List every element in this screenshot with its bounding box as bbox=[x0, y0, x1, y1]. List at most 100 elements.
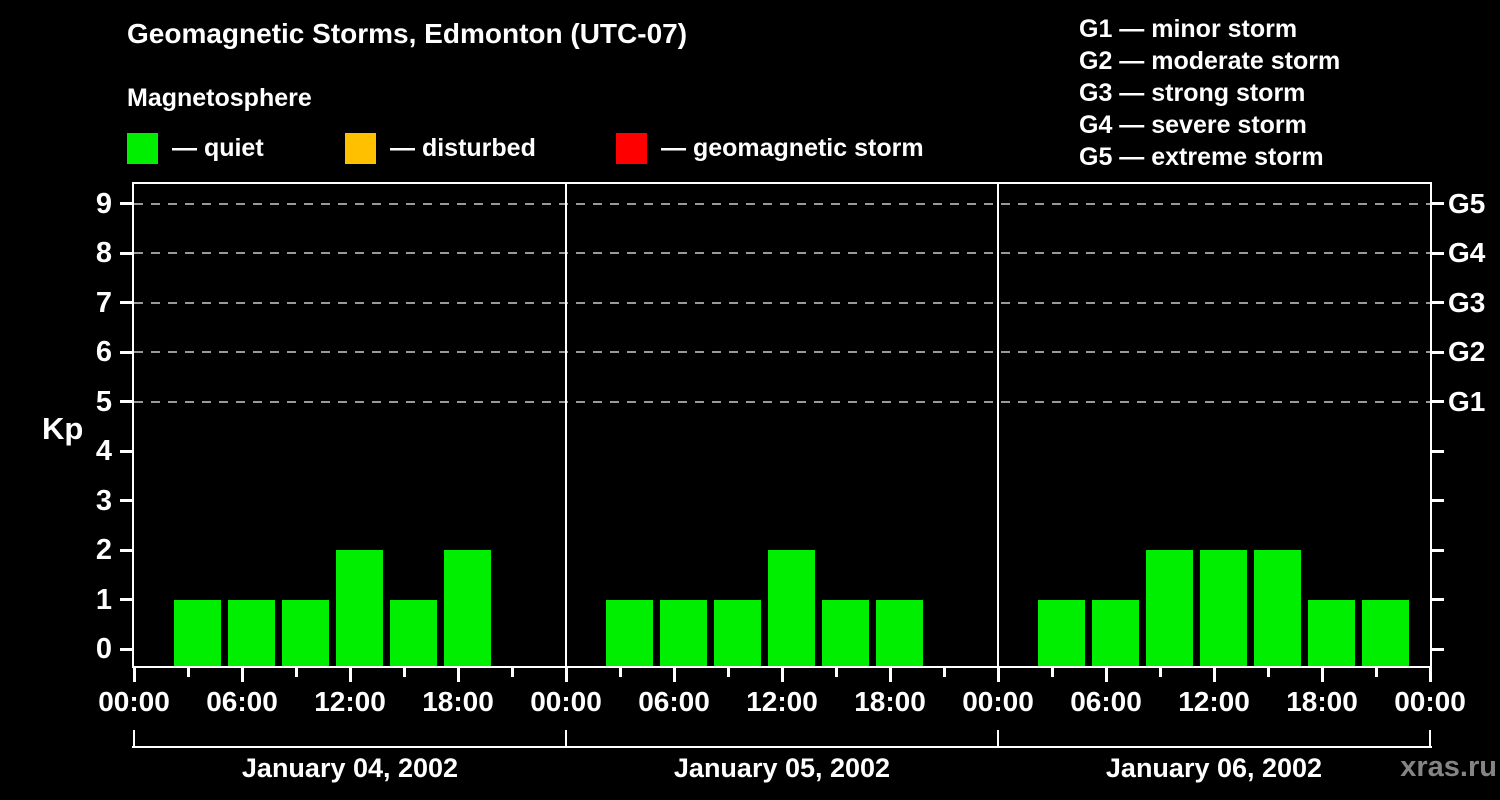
x-tick-minor bbox=[726, 668, 730, 677]
kp-bar bbox=[605, 599, 653, 666]
x-time-label: 00:00 bbox=[98, 686, 170, 717]
x-tick-major bbox=[1212, 668, 1216, 682]
date-bracket-tick bbox=[565, 730, 567, 748]
x-time-label: 18:00 bbox=[1286, 686, 1358, 717]
y-tick-left bbox=[120, 251, 132, 255]
y-axis-title: Kp bbox=[42, 411, 84, 446]
date-label: January 04, 2002 bbox=[241, 753, 459, 783]
x-tick-minor bbox=[294, 668, 298, 677]
x-tick-major bbox=[1428, 668, 1432, 682]
storm-scale-g2: G2 — moderate storm bbox=[1079, 47, 1341, 75]
legend-item-disturbed: — disturbed bbox=[345, 132, 536, 164]
y-tick-left bbox=[120, 548, 132, 552]
disturbed-color-swatch bbox=[345, 132, 376, 164]
legend-label-disturbed: — disturbed bbox=[390, 133, 536, 162]
x-time-label: 06:00 bbox=[1070, 686, 1142, 717]
x-tick-major bbox=[1320, 668, 1324, 682]
y-tick-left bbox=[120, 400, 132, 403]
x-time-label: 12:00 bbox=[746, 686, 818, 717]
quiet-color-swatch bbox=[127, 132, 158, 164]
x-time-label: 00:00 bbox=[530, 686, 602, 717]
legend-item-storm: — geomagnetic storm bbox=[616, 132, 924, 164]
y-tick-right bbox=[1432, 251, 1444, 255]
storm-scale-g3: G3 — strong storm bbox=[1079, 79, 1306, 107]
x-tick-minor bbox=[1050, 668, 1054, 677]
kp-bar bbox=[1145, 550, 1193, 666]
date-bracket-tick bbox=[997, 730, 999, 748]
storm-scale-legend: G1 — minor storm G2 — moderate storm G3 … bbox=[1079, 13, 1340, 173]
y-tick-label: 1 bbox=[95, 583, 112, 616]
x-time-label: 00:00 bbox=[1394, 686, 1466, 717]
kp-bar bbox=[173, 599, 221, 666]
kp-bar bbox=[281, 599, 329, 666]
y-tick-right bbox=[1432, 598, 1444, 601]
kp-bar bbox=[713, 599, 761, 666]
y-tick-left bbox=[120, 202, 132, 205]
kp-bar bbox=[821, 599, 869, 666]
x-tick-major bbox=[132, 668, 136, 682]
y-tick-right bbox=[1432, 400, 1444, 403]
y-tick-right bbox=[1432, 301, 1444, 304]
gridline-kp-8 bbox=[134, 252, 1430, 254]
magnetosphere-subtitle: Magnetosphere bbox=[127, 84, 312, 112]
x-tick-minor bbox=[1158, 668, 1162, 677]
storm-scale-g5: G5 — extreme storm bbox=[1079, 143, 1324, 171]
y-tick-label: 7 bbox=[95, 286, 112, 319]
y-tick-right bbox=[1432, 548, 1444, 552]
date-label: January 06, 2002 bbox=[1105, 753, 1323, 783]
kp-bar bbox=[1361, 599, 1409, 666]
x-tick-minor bbox=[618, 668, 622, 677]
plot-area bbox=[132, 182, 1432, 668]
g-level-label-g5: G5 bbox=[1448, 187, 1486, 219]
date-label: January 05, 2002 bbox=[673, 753, 891, 783]
g-level-label-g4: G4 bbox=[1448, 237, 1486, 268]
kp-bar bbox=[875, 599, 923, 666]
x-time-label: 00:00 bbox=[962, 686, 1034, 717]
gridline-kp-7 bbox=[134, 301, 1430, 304]
day-separator bbox=[565, 184, 567, 666]
kp-bar bbox=[227, 599, 275, 666]
kp-bar bbox=[659, 599, 707, 666]
x-tick-major bbox=[240, 668, 244, 682]
storm-scale-g1: G1 — minor storm bbox=[1079, 15, 1298, 43]
x-tick-major bbox=[1104, 668, 1108, 682]
y-tick-label: 2 bbox=[95, 534, 112, 566]
x-tick-minor bbox=[1266, 668, 1270, 677]
y-tick-label: 9 bbox=[95, 187, 112, 220]
date-bracket-tick bbox=[133, 730, 135, 748]
kp-bar bbox=[1037, 599, 1085, 666]
y-tick-left bbox=[120, 350, 132, 354]
y-tick-left bbox=[120, 449, 132, 453]
g-level-label-g2: G2 bbox=[1448, 336, 1486, 367]
x-tick-major bbox=[456, 668, 460, 682]
x-tick-minor bbox=[834, 668, 838, 677]
x-time-label: 06:00 bbox=[638, 686, 710, 717]
y-tick-right bbox=[1432, 449, 1444, 453]
y-tick-right bbox=[1432, 202, 1444, 205]
kp-bar bbox=[443, 550, 491, 666]
y-tick-label: 0 bbox=[95, 633, 112, 665]
x-tick-minor bbox=[510, 668, 514, 677]
y-tick-left bbox=[120, 499, 132, 502]
y-tick-left bbox=[120, 647, 132, 651]
kp-bar bbox=[1199, 550, 1247, 666]
x-tick-major bbox=[564, 668, 568, 682]
gridline-kp-5 bbox=[134, 400, 1430, 403]
gridline-kp-9 bbox=[134, 202, 1430, 205]
day-separator bbox=[997, 184, 999, 666]
kp-bar bbox=[767, 550, 815, 666]
date-bracket-line bbox=[132, 746, 1432, 748]
kp-bar bbox=[389, 599, 437, 666]
y-tick-label: 3 bbox=[95, 484, 112, 517]
y-tick-right bbox=[1432, 647, 1444, 651]
g-level-label-g3: G3 bbox=[1448, 286, 1486, 318]
x-tick-minor bbox=[1374, 668, 1378, 677]
legend-item-quiet: — quiet bbox=[127, 132, 264, 164]
gridline-kp-6 bbox=[134, 351, 1430, 353]
x-time-label: 06:00 bbox=[206, 686, 278, 717]
watermark: xras.ru bbox=[1400, 751, 1497, 783]
x-tick-minor bbox=[942, 668, 946, 677]
x-tick-minor bbox=[402, 668, 406, 677]
x-tick-major bbox=[348, 668, 352, 682]
